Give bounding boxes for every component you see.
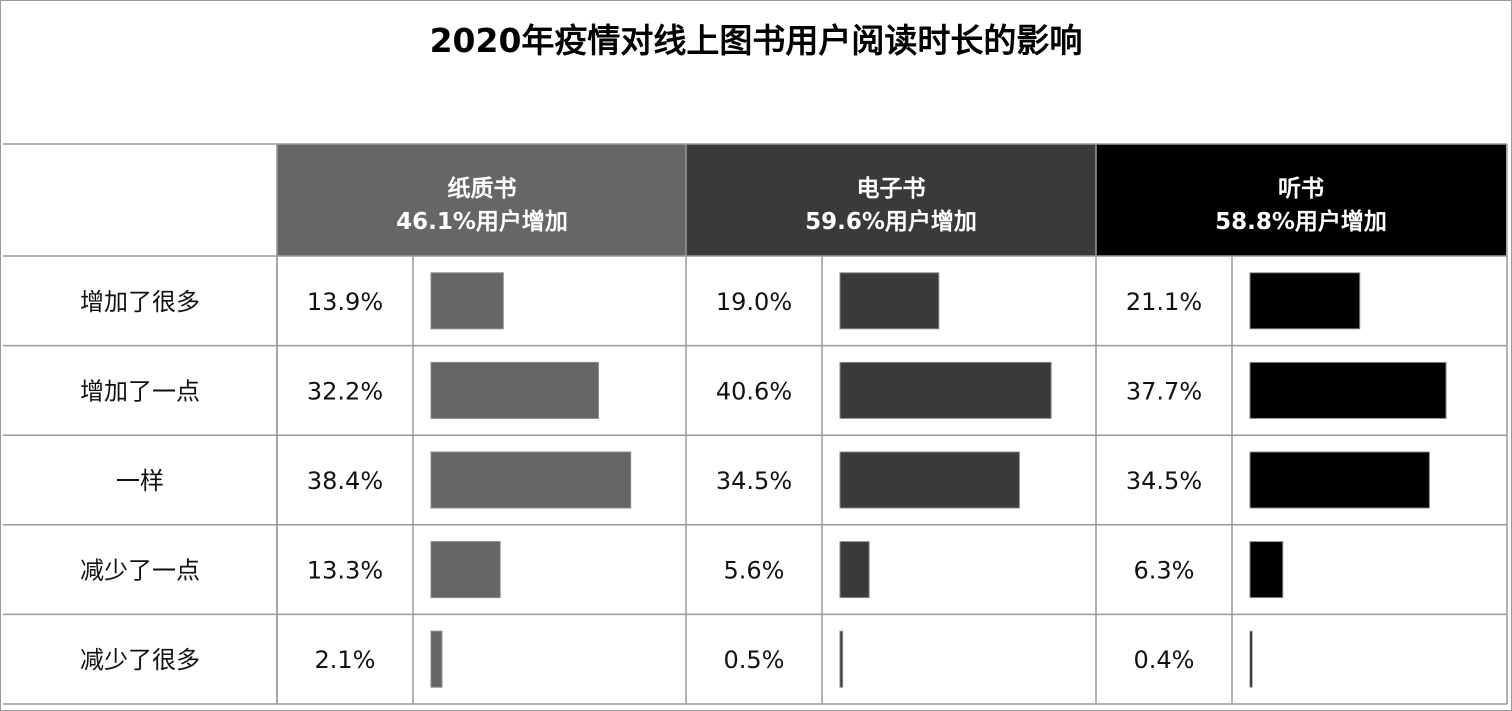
series-subtitle: 59.6%用户增加 xyxy=(805,208,977,235)
series-name: 听书 xyxy=(1278,176,1324,202)
header-cell-1 xyxy=(277,144,687,256)
header-cell-2 xyxy=(686,144,1096,256)
data-label: 21.1% xyxy=(1126,288,1202,316)
bar xyxy=(839,361,1052,419)
data-label: 0.5% xyxy=(724,646,785,674)
bar xyxy=(839,630,844,688)
data-label: 19.0% xyxy=(716,288,792,316)
data-label: 5.6% xyxy=(724,557,785,585)
bar xyxy=(1249,541,1284,599)
bar xyxy=(430,272,504,330)
bar xyxy=(1249,630,1253,688)
data-label: 34.5% xyxy=(716,467,792,495)
header-cell-3 xyxy=(1096,144,1506,256)
series-name: 纸质书 xyxy=(448,175,517,202)
chart-title: 2020年疫情对线上图书用户阅读时长的影响 xyxy=(429,21,1083,60)
data-label: 38.4% xyxy=(307,467,383,495)
data-label: 13.3% xyxy=(307,557,383,585)
data-label: 0.4% xyxy=(1134,646,1195,674)
row-label: 一样 xyxy=(116,467,164,495)
data-label: 37.7% xyxy=(1126,377,1202,405)
row-label: 增加了很多 xyxy=(80,288,200,316)
data-label: 34.5% xyxy=(1126,467,1202,495)
series-subtitle: 46.1%用户增加 xyxy=(396,208,568,235)
bar xyxy=(430,451,632,509)
bar xyxy=(1249,361,1447,419)
row-label: 减少了一点 xyxy=(80,557,200,585)
data-label: 6.3% xyxy=(1134,557,1195,585)
bar xyxy=(839,541,870,599)
series-name: 电子书 xyxy=(857,176,926,202)
row-label: 增加了一点 xyxy=(80,377,200,405)
data-label: 2.1% xyxy=(315,646,376,674)
data-label: 40.6% xyxy=(716,377,792,405)
bar xyxy=(1249,272,1361,330)
bar xyxy=(430,361,599,419)
bar xyxy=(839,451,1020,509)
data-label: 32.2% xyxy=(307,377,383,405)
bar xyxy=(430,630,443,688)
bar xyxy=(839,272,940,330)
data-label: 13.9% xyxy=(307,288,383,316)
bar xyxy=(1249,451,1430,509)
bar xyxy=(430,541,501,599)
series-subtitle: 58.8%用户增加 xyxy=(1215,208,1387,235)
row-label: 减少了很多 xyxy=(80,646,200,674)
